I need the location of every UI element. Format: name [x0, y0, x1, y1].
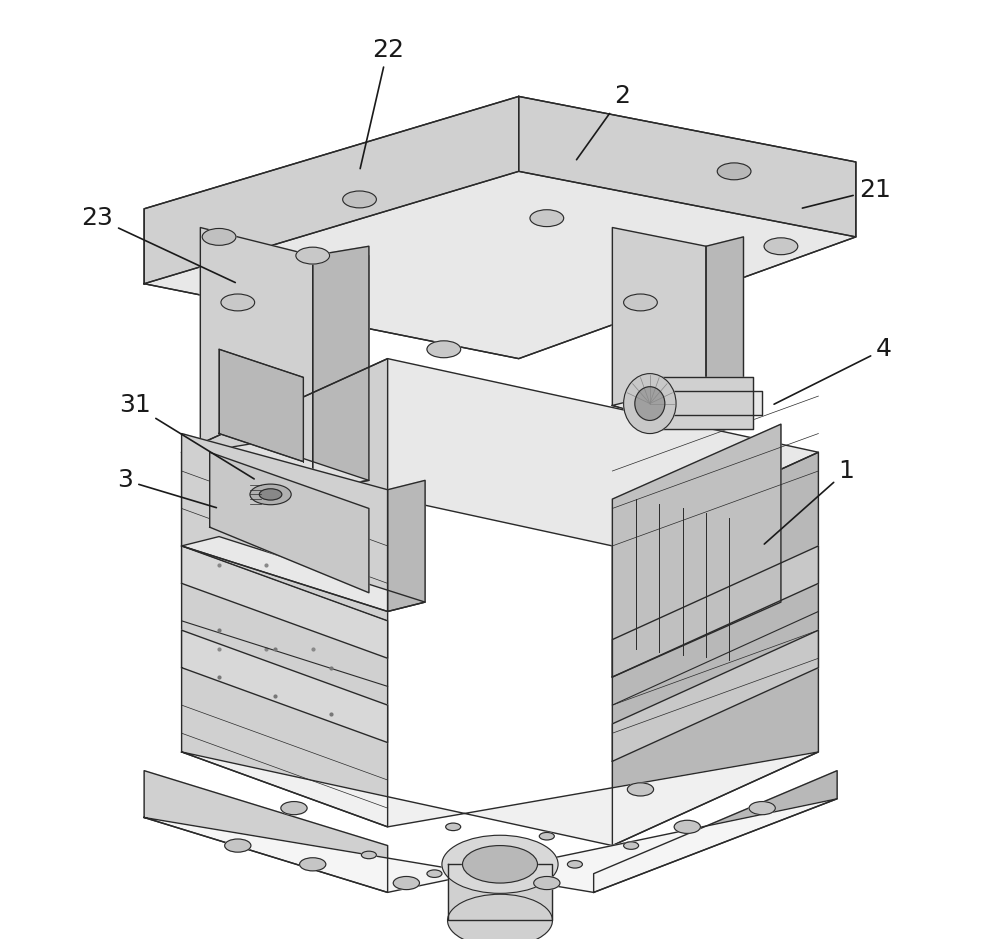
- Ellipse shape: [393, 876, 419, 889]
- Text: 2: 2: [577, 85, 630, 160]
- Ellipse shape: [635, 387, 665, 420]
- Ellipse shape: [534, 876, 560, 889]
- Ellipse shape: [442, 836, 558, 893]
- Ellipse shape: [749, 802, 775, 815]
- Ellipse shape: [221, 294, 255, 311]
- Polygon shape: [200, 443, 369, 490]
- Ellipse shape: [463, 846, 537, 883]
- Polygon shape: [594, 771, 837, 892]
- Ellipse shape: [530, 210, 564, 227]
- Ellipse shape: [343, 191, 376, 208]
- Polygon shape: [182, 359, 388, 827]
- Text: 23: 23: [81, 206, 235, 283]
- Polygon shape: [612, 630, 818, 761]
- Polygon shape: [182, 752, 818, 846]
- Polygon shape: [182, 359, 818, 546]
- Ellipse shape: [717, 163, 751, 180]
- Ellipse shape: [225, 839, 251, 853]
- Ellipse shape: [300, 858, 326, 870]
- Polygon shape: [144, 771, 388, 892]
- Ellipse shape: [539, 833, 554, 840]
- Polygon shape: [612, 546, 818, 677]
- Ellipse shape: [624, 842, 639, 850]
- Ellipse shape: [448, 894, 552, 942]
- Ellipse shape: [427, 869, 442, 877]
- Polygon shape: [144, 96, 519, 284]
- Ellipse shape: [296, 247, 330, 264]
- Polygon shape: [200, 228, 313, 490]
- Polygon shape: [238, 414, 369, 452]
- Polygon shape: [448, 865, 552, 920]
- Polygon shape: [612, 228, 706, 433]
- Polygon shape: [144, 171, 856, 359]
- Polygon shape: [612, 452, 818, 846]
- Polygon shape: [313, 246, 369, 490]
- Ellipse shape: [764, 237, 798, 254]
- Polygon shape: [650, 392, 762, 414]
- Polygon shape: [331, 255, 369, 452]
- Text: 3: 3: [117, 468, 216, 508]
- Polygon shape: [650, 378, 753, 429]
- Polygon shape: [388, 480, 425, 611]
- Polygon shape: [182, 546, 388, 658]
- Polygon shape: [182, 630, 388, 742]
- Polygon shape: [519, 96, 856, 236]
- Ellipse shape: [202, 229, 236, 245]
- Text: 22: 22: [360, 38, 404, 169]
- Ellipse shape: [281, 802, 307, 815]
- Polygon shape: [182, 537, 425, 611]
- Polygon shape: [706, 236, 743, 433]
- Polygon shape: [210, 452, 369, 593]
- Text: 1: 1: [764, 459, 854, 544]
- Polygon shape: [182, 433, 388, 611]
- Ellipse shape: [250, 484, 291, 505]
- Ellipse shape: [624, 374, 676, 433]
- Polygon shape: [238, 246, 331, 452]
- Polygon shape: [219, 349, 303, 462]
- Polygon shape: [612, 424, 781, 677]
- Polygon shape: [612, 396, 743, 433]
- Polygon shape: [144, 799, 837, 892]
- Text: 31: 31: [119, 394, 254, 479]
- Ellipse shape: [567, 861, 582, 868]
- Text: 21: 21: [802, 178, 891, 208]
- Text: 4: 4: [774, 337, 892, 404]
- Ellipse shape: [446, 823, 461, 831]
- Ellipse shape: [427, 341, 461, 358]
- Ellipse shape: [627, 783, 654, 796]
- Polygon shape: [144, 96, 856, 359]
- Ellipse shape: [674, 820, 700, 834]
- Ellipse shape: [361, 852, 376, 859]
- Ellipse shape: [624, 294, 657, 311]
- Ellipse shape: [259, 489, 282, 500]
